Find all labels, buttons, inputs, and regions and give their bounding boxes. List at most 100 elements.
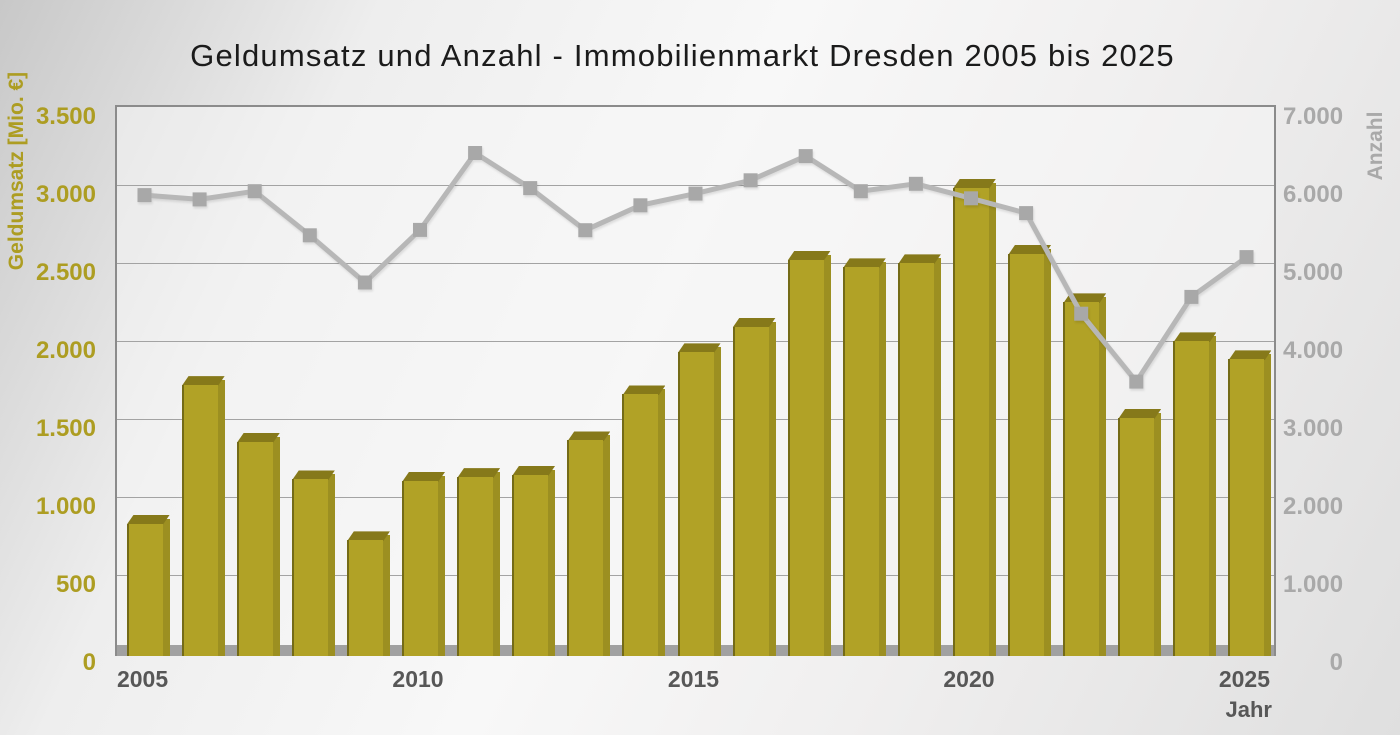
- anzahl-line-series: [137, 146, 1254, 389]
- line-marker-2007: [247, 184, 262, 199]
- left-axis-tick-label: 500: [55, 571, 96, 598]
- bar-2020: [952, 178, 996, 656]
- right-axis-tick-label: 6.000: [1283, 181, 1344, 208]
- bar-side-face: [1099, 297, 1107, 656]
- bar-front-face: [457, 477, 494, 656]
- bar-front-face: [126, 523, 163, 656]
- bar-top-face: [402, 472, 446, 483]
- bar-side-face: [603, 435, 611, 656]
- bar-top-face: [181, 376, 225, 387]
- bar-top-face: [512, 465, 556, 476]
- line-marker-2005: [137, 188, 152, 203]
- bar-side-face: [1209, 336, 1217, 656]
- bar-top-face: [952, 178, 996, 189]
- bar-2018: [842, 258, 886, 656]
- right-axis-tick-label: 1.000: [1283, 571, 1344, 598]
- bar-front-face: [952, 187, 989, 656]
- bar-top-face: [457, 468, 501, 479]
- bar-2022: [1063, 293, 1107, 656]
- bar-2013: [567, 431, 611, 656]
- left-axis-tick-label: 2.000: [35, 337, 96, 364]
- x-axis-tick-label: 2015: [667, 666, 720, 692]
- bar-top-face: [897, 254, 941, 265]
- bar-front-face: [291, 479, 328, 656]
- bar-2015: [677, 343, 721, 656]
- bar-2005: [126, 514, 170, 656]
- line-marker-2008: [302, 228, 317, 243]
- bar-side-face: [217, 380, 225, 656]
- bar-side-face: [658, 389, 666, 656]
- line-marker-2024: [1184, 289, 1199, 304]
- bar-2021: [1008, 245, 1052, 656]
- bar-front-face: [346, 540, 383, 656]
- bar-top-face: [346, 531, 390, 542]
- bar-top-face: [1228, 350, 1272, 361]
- line-marker-2010: [413, 222, 427, 237]
- bar-side-face: [713, 347, 721, 656]
- bar-2009: [346, 531, 390, 656]
- line-marker-2025: [1239, 250, 1254, 265]
- bar-side-face: [327, 474, 335, 656]
- bar-top-face: [1173, 332, 1217, 343]
- bar-side-face: [272, 437, 280, 656]
- x-axis-tick-label: 2025: [1218, 666, 1271, 692]
- line-marker-2006: [192, 192, 207, 207]
- line-marker-2022: [1074, 306, 1089, 321]
- left-axis-tick-label: 1.500: [35, 415, 96, 442]
- bar-top-face: [1118, 408, 1162, 419]
- bar-2012: [512, 465, 556, 656]
- bar-2023: [1118, 408, 1162, 656]
- bar-side-face: [1154, 412, 1162, 656]
- bar-2025: [1228, 350, 1272, 656]
- bar-front-face: [1228, 359, 1265, 656]
- bar-front-face: [622, 394, 659, 656]
- bar-2024: [1173, 332, 1217, 656]
- bar-side-face: [768, 321, 776, 656]
- gridline: [117, 185, 1274, 186]
- bar-front-face: [842, 267, 879, 656]
- bar-2008: [291, 470, 335, 656]
- bar-front-face: [787, 259, 824, 656]
- bar-2006: [181, 376, 225, 656]
- bar-front-face: [512, 474, 549, 656]
- bar-2014: [622, 385, 666, 656]
- gridline: [117, 341, 1274, 342]
- line-marker-2012: [523, 181, 538, 196]
- line-marker-2014: [633, 198, 648, 213]
- bar-top-face: [732, 317, 776, 328]
- bar-front-face: [1063, 302, 1100, 656]
- bar-2010: [402, 472, 446, 656]
- bar-2011: [457, 468, 501, 656]
- bar-side-face: [382, 535, 390, 656]
- bar-side-face: [878, 262, 886, 656]
- bar-front-face: [677, 352, 714, 656]
- right-axis-title: Anzahl: [1364, 111, 1387, 181]
- bar-2016: [732, 317, 776, 656]
- right-axis-tick-label: 3.000: [1283, 415, 1344, 442]
- x-axis-tick-label: 2010: [392, 666, 444, 692]
- bar-side-face: [823, 254, 831, 656]
- left-axis-tick-label: 0: [82, 649, 96, 676]
- x-axis-title: Jahr: [1225, 697, 1272, 722]
- left-axis-tick-label: 1.000: [35, 493, 96, 520]
- line-marker-2011: [468, 146, 483, 160]
- bar-front-face: [732, 326, 769, 656]
- bar-side-face: [493, 472, 501, 656]
- plot-area: [115, 105, 1276, 656]
- bar-top-face: [1008, 245, 1052, 256]
- line-marker-2023: [1129, 374, 1144, 389]
- line-marker-2013: [578, 223, 593, 238]
- line-marker-2016: [743, 173, 758, 188]
- chart-title: Geldumsatz und Anzahl - Immobilienmarkt …: [190, 38, 1175, 73]
- bar-front-face: [236, 442, 273, 656]
- line-marker-2018: [853, 184, 868, 199]
- bar-top-face: [236, 433, 280, 444]
- bar-side-face: [438, 476, 446, 656]
- left-axis-tick-label: 2.500: [35, 259, 96, 286]
- bar-front-face: [1173, 341, 1210, 656]
- bar-front-face: [897, 263, 934, 656]
- bar-front-face: [1008, 254, 1045, 656]
- bar-front-face: [567, 440, 604, 656]
- bar-front-face: [402, 481, 439, 656]
- bar-side-face: [1264, 354, 1272, 656]
